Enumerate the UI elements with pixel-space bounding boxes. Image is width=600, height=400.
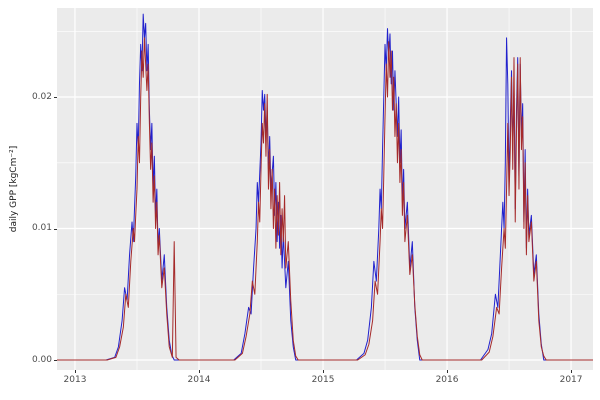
y-tick-label: 0.02	[31, 91, 52, 102]
series-line-gpp-red	[57, 37, 593, 361]
y-tick-mark	[54, 97, 57, 99]
x-tick-label: 2015	[311, 375, 335, 385]
y-tick-mark	[54, 360, 57, 361]
x-tick-label: 2014	[187, 375, 211, 385]
x-tick-mark	[323, 370, 325, 373]
plot-panel	[57, 8, 593, 370]
plot-area-svg	[57, 8, 593, 370]
x-tick-mark	[447, 370, 449, 373]
y-tick-label: 0.01	[31, 223, 52, 233]
y-tick-label: 0.00	[31, 354, 52, 365]
x-tick-label: 2017	[559, 375, 583, 385]
x-tick-label: 2016	[435, 375, 459, 385]
x-tick-mark	[571, 370, 573, 373]
x-tick-mark	[198, 370, 200, 373]
x-tick-mark	[74, 370, 76, 373]
y-tick-mark	[54, 228, 57, 230]
x-tick-label: 2013	[63, 375, 87, 385]
y-axis-title: daily GPP [kgCm⁻²]	[9, 145, 19, 233]
